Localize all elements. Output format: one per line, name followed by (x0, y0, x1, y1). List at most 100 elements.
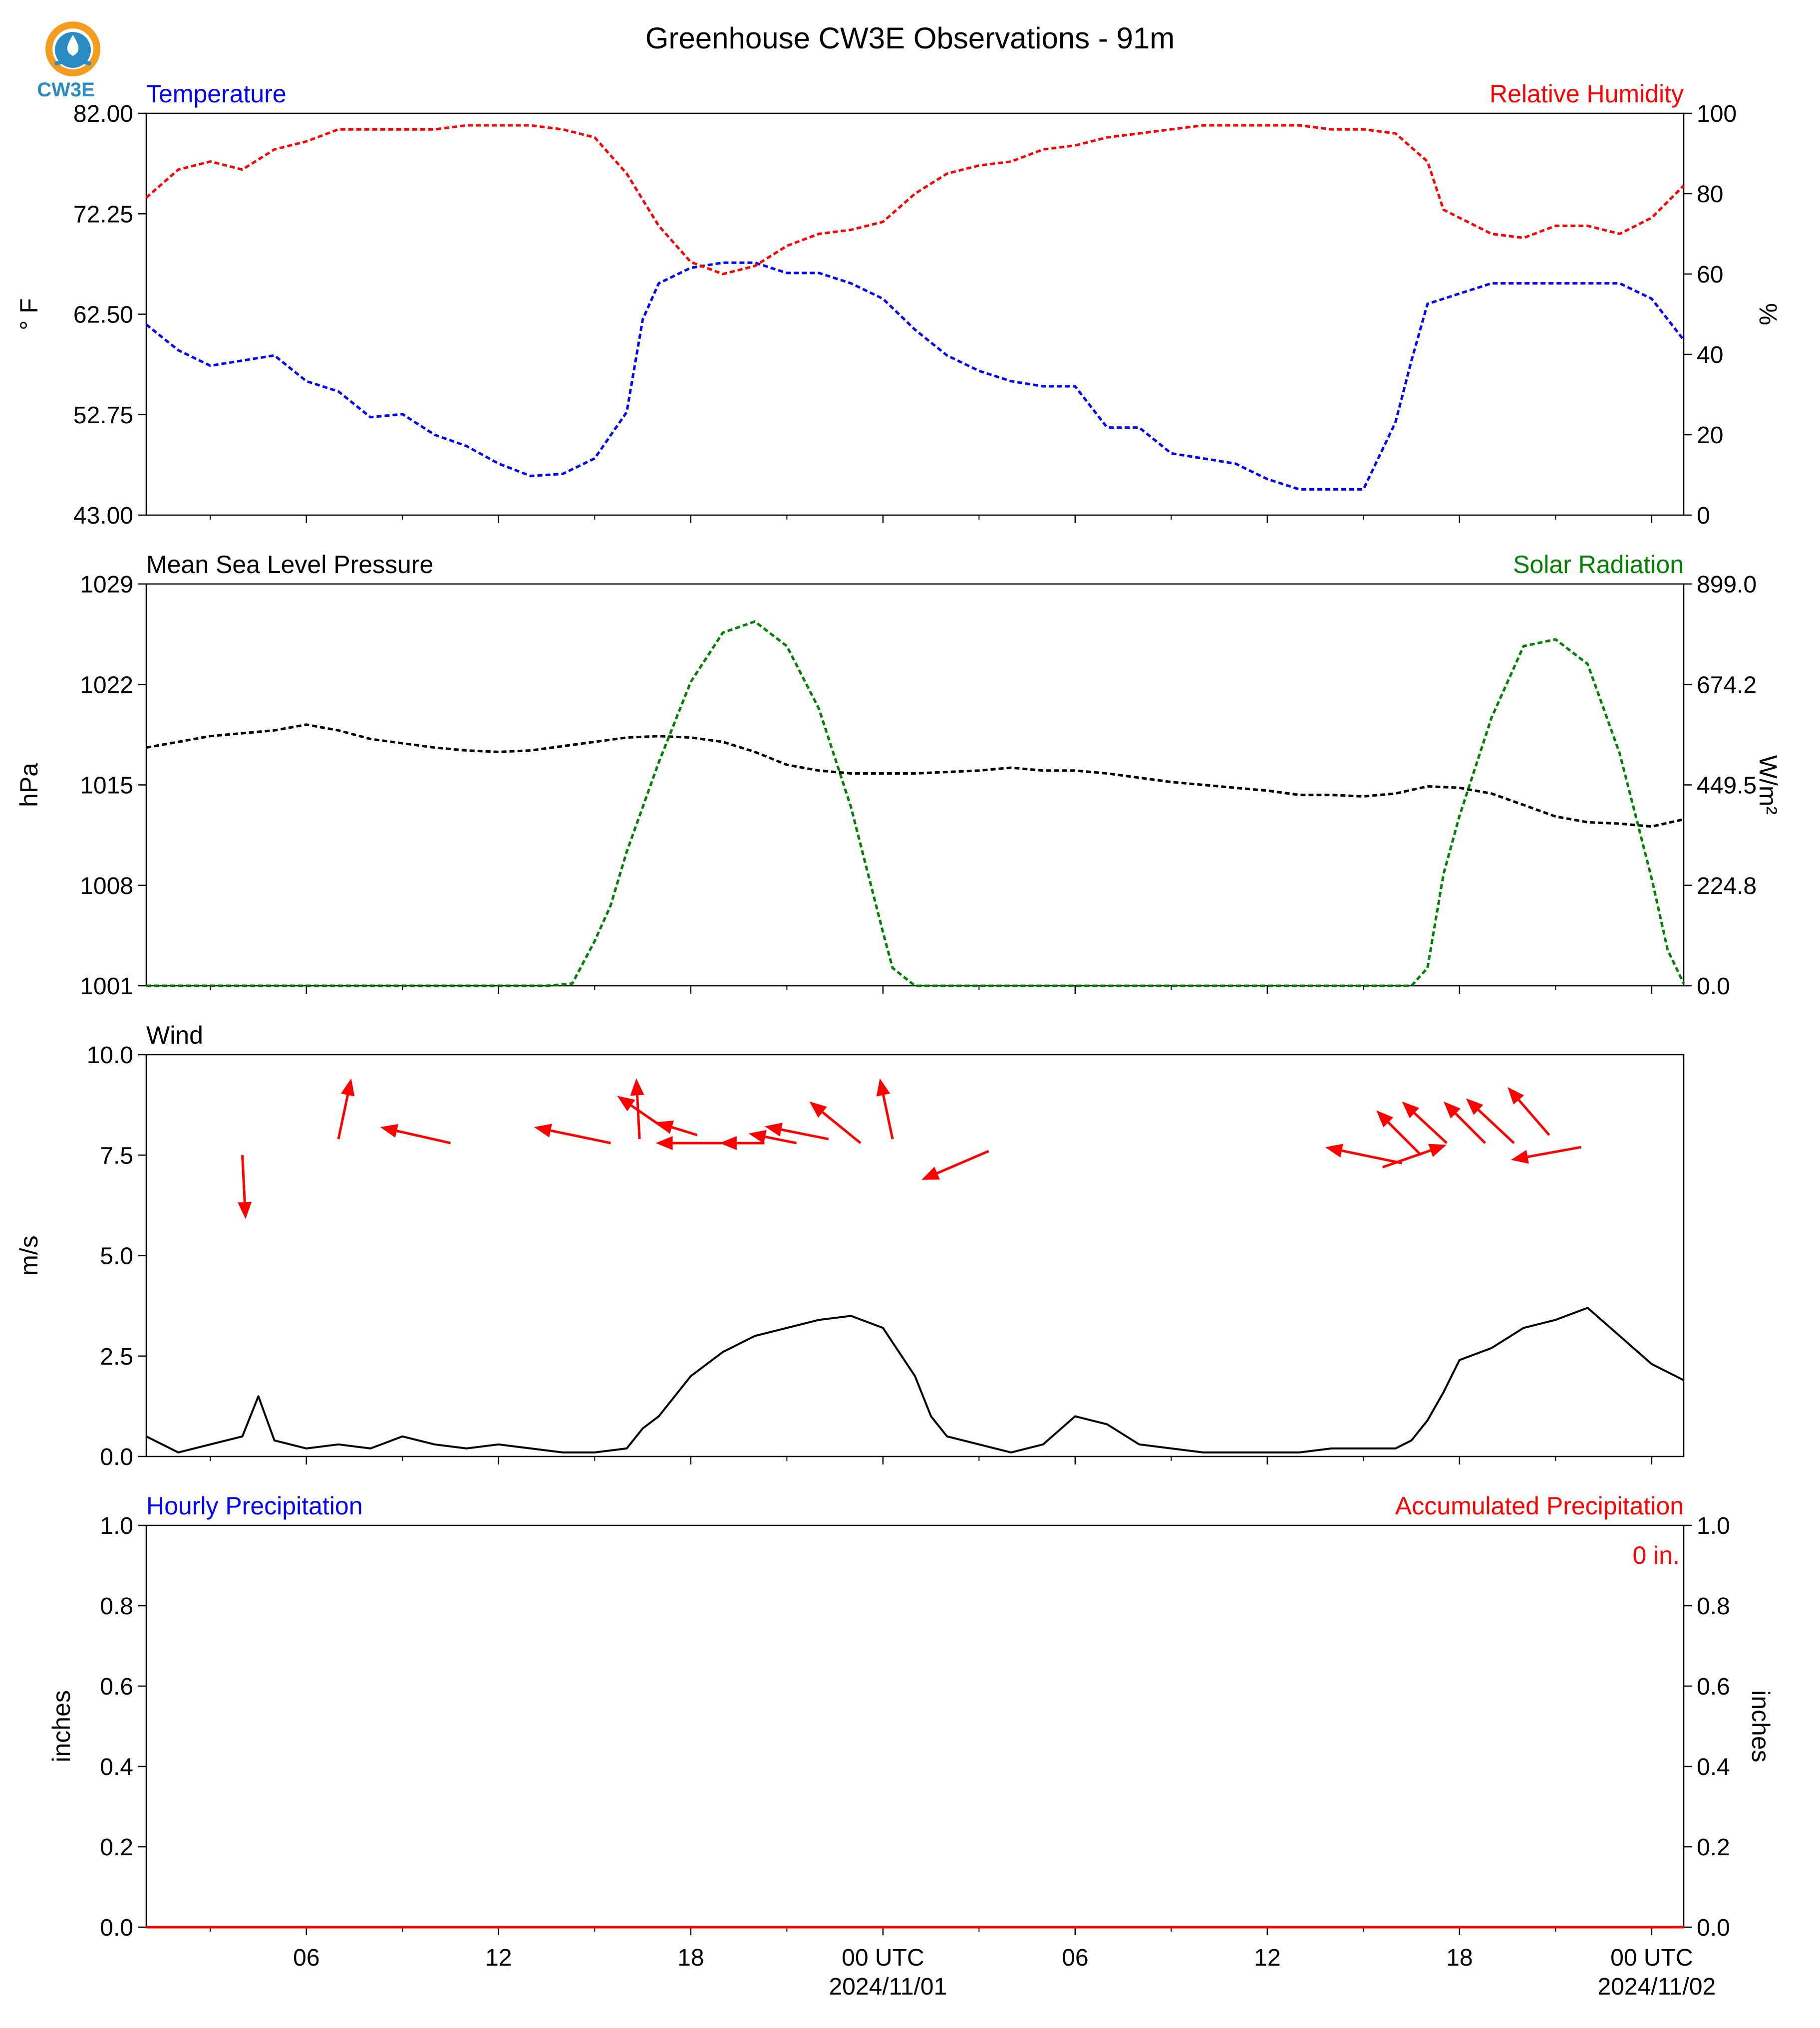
y-right-tick-label: 0.6 (1697, 1674, 1730, 1700)
y-tick-label: 0.4 (100, 1754, 133, 1780)
wind-arrow (1511, 1146, 1582, 1164)
accumulated-annotation: 0 in. (1632, 1541, 1680, 1569)
y-tick-label: 1001 (80, 973, 133, 1000)
y-right-tick-label: 0.4 (1697, 1754, 1730, 1780)
wind-arrow (764, 1123, 829, 1141)
wind-arrow (655, 1121, 698, 1137)
panel-precipitation: 0.0 0.2 0.4 0.6 0.8 1.0 0.0 0.2 0.4 0.6 0.8 1.0 Hour… (47, 1492, 1775, 2000)
y-tick-label: 1.0 (100, 1513, 133, 1539)
series-mean-sea-level-pressure (146, 723, 1684, 828)
y-tick-label: 2.5 (100, 1344, 133, 1370)
panel-left-label: Mean Sea Level Pressure (146, 551, 433, 579)
y-tick-label: 0.0 (100, 1444, 133, 1470)
wind-arrow (719, 1136, 765, 1151)
y-right-tick-label: 449.5 (1697, 773, 1757, 799)
y-tick-label: 0.8 (100, 1593, 133, 1620)
wind-arrow (809, 1101, 862, 1145)
y-right-axis-label: inches (1747, 1690, 1775, 1762)
y-tick-label: 82.00 (73, 101, 133, 127)
y-tick-label: 0.0 (100, 1915, 133, 1941)
y-axis-label: hPa (15, 763, 43, 807)
wind-arrow (1402, 1101, 1448, 1144)
wind-arrow (238, 1155, 252, 1219)
panel-right-label: Solar Radiation (1513, 551, 1684, 579)
x-tick-label: 18 (677, 1945, 704, 1971)
y-right-tick-label: 674.2 (1697, 672, 1757, 698)
x-tick-label: 18 (1446, 1945, 1473, 1971)
y-axis-label: ° F (15, 298, 43, 330)
y-right-tick-label: 899.0 (1697, 572, 1757, 598)
y-tick-label: 0.6 (100, 1674, 133, 1700)
y-right-axis-label: % (1754, 303, 1782, 325)
y-right-tick-label: 0.0 (1697, 973, 1730, 1000)
wind-arrow (534, 1124, 611, 1145)
y-tick-label: 1015 (80, 773, 133, 799)
y-tick-label: 52.75 (73, 402, 133, 429)
figure-title: Greenhouse CW3E Observations - 91m (645, 21, 1175, 55)
y-right-tick-label: 0 (1697, 503, 1710, 529)
wind-arrow (748, 1130, 797, 1145)
y-tick-label: 5.0 (100, 1243, 133, 1270)
y-right-tick-label: 0.0 (1697, 1915, 1730, 1941)
y-tick-label: 1008 (80, 873, 133, 899)
wind-arrow (876, 1078, 894, 1140)
wind-arrow (630, 1078, 644, 1140)
y-right-axis-label: W/m² (1754, 755, 1782, 815)
wind-arrow (1443, 1101, 1486, 1144)
plot-frame (145, 583, 1685, 987)
y-tick-label: 1029 (80, 572, 133, 598)
x-tick-label: 00 UTC (1610, 1945, 1693, 1971)
y-right-tick-label: 80 (1697, 181, 1723, 208)
y-right-tick-label: 0.2 (1697, 1834, 1730, 1861)
y-tick-label: 72.25 (73, 201, 133, 228)
x-tick-label: 06 (1062, 1945, 1088, 1971)
y-axis-label: inches (47, 1690, 75, 1762)
wind-arrow (1376, 1110, 1422, 1157)
cw3e-logo: CW3E (37, 21, 100, 101)
wind-arrow (1382, 1144, 1447, 1168)
series-solar-radiation (146, 620, 1685, 987)
wind-arrow (921, 1150, 989, 1180)
y-tick-label: 7.5 (100, 1143, 133, 1169)
y-axis-label: m/s (15, 1235, 43, 1276)
panel-left-label: Wind (146, 1021, 203, 1049)
panel-left-label: Temperature (146, 80, 287, 108)
panel-pressure_solar: 1001 1008 1015 1022 1029 0.0 224.8 449.5 674.2 89… (15, 551, 1782, 1000)
panel-right-label: Relative Humidity (1490, 80, 1684, 108)
y-tick-label: 62.50 (73, 302, 133, 328)
x-tick-label: 00 UTC (842, 1945, 924, 1971)
series-relative-humidity (145, 124, 1685, 276)
y-tick-label: 10.0 (87, 1042, 133, 1069)
wind-arrow (1466, 1098, 1515, 1144)
y-right-tick-label: 60 (1697, 262, 1723, 288)
y-right-tick-label: 1.0 (1697, 1513, 1730, 1539)
wind-arrow (380, 1124, 451, 1145)
x-tick-label: 12 (1254, 1945, 1280, 1971)
series-temperature (145, 261, 1685, 491)
wind-arrow (655, 1136, 729, 1151)
wind-arrow (337, 1078, 355, 1140)
x-date-label: 2024/11/01 (829, 1974, 947, 2000)
panel-left-label: Hourly Precipitation (146, 1492, 363, 1520)
panel-wind: 0.0 2.5 5.0 7.5 10.0 Wind m/s (15, 1021, 1685, 1470)
x-tick-label: 06 (293, 1945, 319, 1971)
x-tick-label: 12 (485, 1945, 512, 1971)
y-tick-label: 43.00 (73, 503, 133, 529)
y-right-tick-label: 20 (1697, 422, 1723, 449)
logo-text: CW3E (37, 79, 95, 101)
wind-arrow (1325, 1144, 1402, 1164)
y-tick-label: 1022 (80, 672, 133, 698)
y-right-tick-label: 100 (1697, 101, 1737, 127)
panel-temperature_humidity: 43.00 52.75 62.50 72.25 82.00 0 20 40 60 80 100 Tem… (15, 80, 1782, 529)
y-right-tick-label: 0.8 (1697, 1593, 1730, 1620)
y-right-tick-label: 40 (1697, 342, 1723, 368)
x-date-label: 2024/11/02 (1597, 1974, 1716, 2000)
panel-right-label: Accumulated Precipitation (1395, 1492, 1684, 1520)
series-wind-speed (146, 1307, 1684, 1453)
y-right-tick-label: 224.8 (1697, 873, 1757, 899)
plot-frame (145, 112, 1685, 516)
wind-arrow (1508, 1087, 1550, 1136)
plot-frame (145, 1524, 1685, 1928)
y-tick-label: 0.2 (100, 1834, 133, 1861)
